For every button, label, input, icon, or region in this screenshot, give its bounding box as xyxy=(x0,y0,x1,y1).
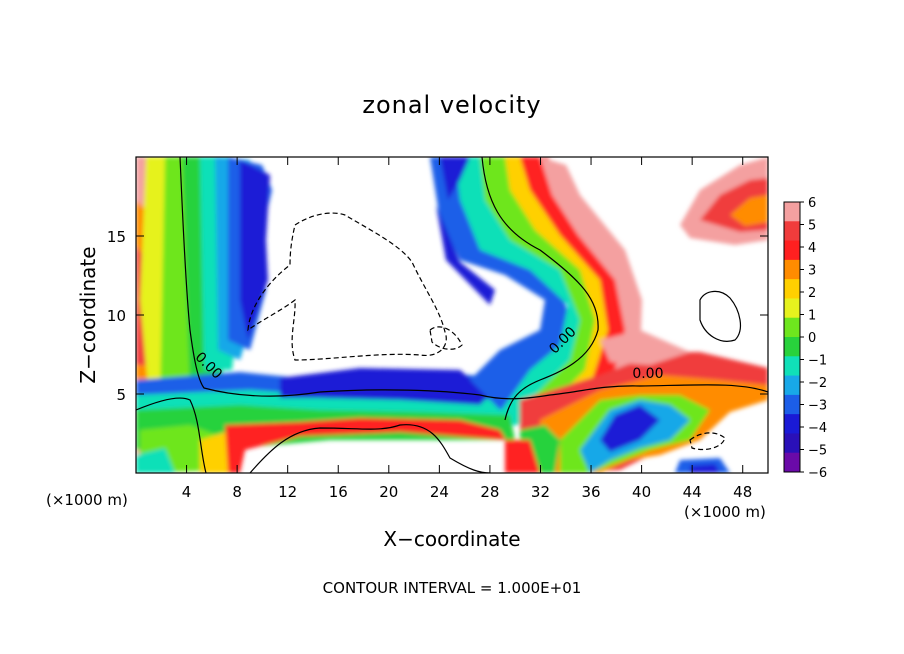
colorbar-swatch xyxy=(784,375,800,396)
negative-contour-center xyxy=(247,212,447,361)
y-tick-label: 10 xyxy=(107,307,126,325)
colorbar-label: −5 xyxy=(808,444,827,459)
colorbar-label: 1 xyxy=(808,309,816,324)
colorbar-swatch xyxy=(784,414,800,434)
colorbar-label: 6 xyxy=(808,196,816,211)
x-tick-label: 44 xyxy=(683,483,702,501)
x-tick-label: 8 xyxy=(232,483,242,501)
colorbar-label: −2 xyxy=(808,376,827,391)
x-tick-label: 12 xyxy=(278,483,297,501)
colorbar-label: −1 xyxy=(808,354,827,369)
x-tick-label: 28 xyxy=(480,483,499,501)
x-tick-label: 20 xyxy=(379,483,398,501)
y-units-label: (×1000 m) xyxy=(46,491,128,509)
colorbar: 6 5 4 3 2 1 0 −1 −2 −3 −4 −5 −6 xyxy=(783,196,827,481)
positive-contour-right xyxy=(699,290,742,342)
colorbar-label: −3 xyxy=(808,399,827,414)
x-axis: 4 8 12 16 20 24 28 32 36 40 44 48 xyxy=(182,157,752,501)
y-axis: 5 10 15 xyxy=(107,228,768,404)
x-tick-label: 32 xyxy=(531,483,550,501)
x-tick-label: 4 xyxy=(182,483,192,501)
negative-contour-lower-right xyxy=(689,432,726,451)
colorbar-swatch xyxy=(784,433,800,454)
x-tick-label: 36 xyxy=(581,483,600,501)
x-axis-label: X−coordinate xyxy=(383,527,520,551)
colorbar-label: −4 xyxy=(808,421,827,436)
colorbar-swatch xyxy=(784,356,800,377)
zero-contour-left xyxy=(179,157,768,400)
colorbar-swatch xyxy=(784,337,800,357)
colorbar-swatch xyxy=(784,452,800,473)
colorbar-label: −6 xyxy=(808,466,827,481)
colorbar-label: 4 xyxy=(808,241,816,256)
x-tick-label: 24 xyxy=(430,483,449,501)
colorbar-label: 3 xyxy=(808,264,816,279)
colorbar-swatch xyxy=(784,221,800,242)
y-tick-label: 5 xyxy=(116,386,126,404)
x-tick-label: 40 xyxy=(632,483,651,501)
colorbar-label: 2 xyxy=(808,286,816,301)
contour-lines xyxy=(136,157,768,473)
colorbar-swatch xyxy=(784,279,800,299)
x-tick-label: 48 xyxy=(733,483,752,501)
zero-contour-lower-left xyxy=(136,397,207,473)
colorbar-swatch xyxy=(784,240,800,261)
chart-title: zonal velocity xyxy=(362,91,541,119)
x-units-label: (×1000 m) xyxy=(684,503,766,521)
contour-label: 0.00 xyxy=(632,366,663,382)
contour-interval-note: CONTOUR INTERVAL = 1.000E+01 xyxy=(323,579,582,597)
colorbar-swatch xyxy=(784,202,800,222)
colorbar-swatch xyxy=(784,394,800,415)
colorbar-swatch xyxy=(784,259,800,280)
y-tick-label: 15 xyxy=(107,228,126,246)
velocity-field xyxy=(136,157,768,473)
colorbar-swatch xyxy=(784,298,800,319)
colorbar-label: 0 xyxy=(808,331,816,346)
colorbar-swatch xyxy=(784,317,800,338)
negative-contour-small xyxy=(429,326,463,350)
y-axis-label: Z−coordinate xyxy=(76,246,100,383)
zero-contour-diagonal xyxy=(481,157,599,421)
colorbar-label: 5 xyxy=(808,219,816,234)
positive-contour-bottom xyxy=(249,424,491,473)
x-tick-label: 16 xyxy=(329,483,348,501)
